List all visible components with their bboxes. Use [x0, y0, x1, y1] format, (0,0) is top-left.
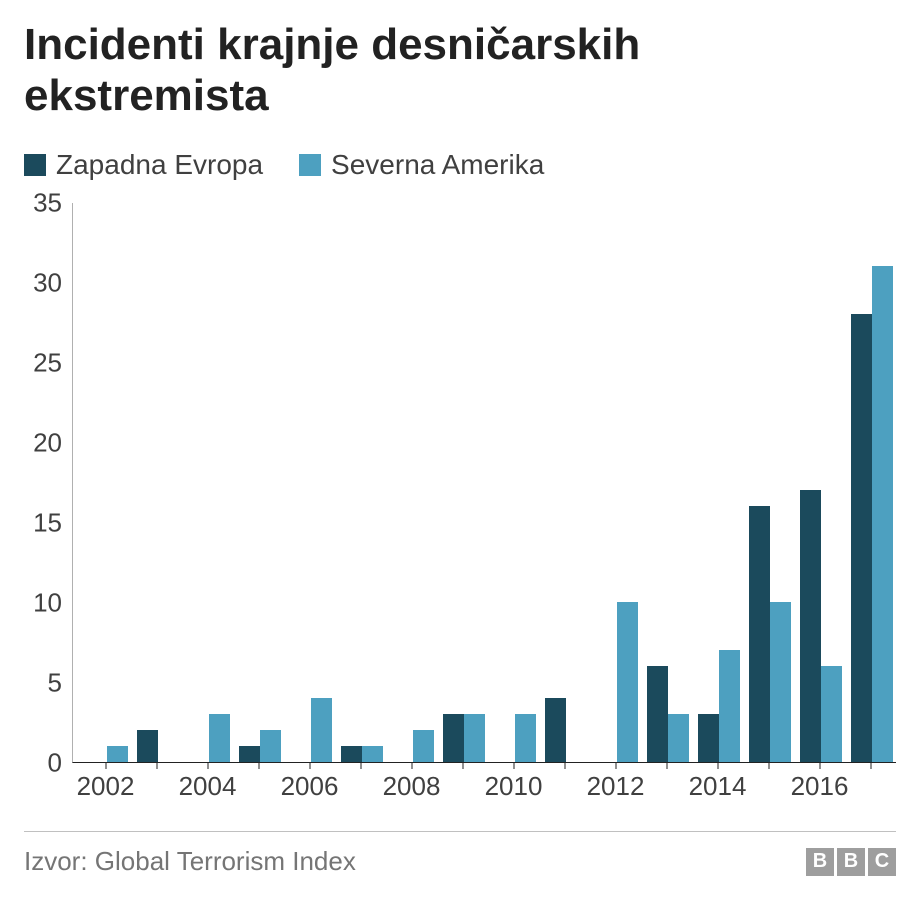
chart-title: Incidenti krajnje desničarskih ekstremis…	[24, 20, 896, 121]
bar	[545, 698, 566, 762]
source-text: Izvor: Global Terrorism Index	[24, 846, 356, 877]
x-tick-mark	[156, 763, 157, 769]
y-tick-label: 30	[24, 268, 62, 299]
x-tick-mark	[768, 763, 769, 769]
bar	[260, 730, 281, 762]
bar	[647, 666, 668, 762]
x-tick-mark	[309, 763, 310, 769]
x-tick-label: 2010	[485, 771, 543, 802]
legend-item: Zapadna Evropa	[24, 149, 263, 181]
x-tick-mark	[462, 763, 463, 769]
x-tick-label: 2008	[383, 771, 441, 802]
x-tick-mark	[411, 763, 412, 769]
x-tick-mark	[513, 763, 514, 769]
y-tick-label: 35	[24, 188, 62, 219]
x-tick-mark	[819, 763, 820, 769]
bar	[464, 714, 485, 762]
x-tick-mark	[870, 763, 871, 769]
bar	[137, 730, 158, 762]
legend-swatch-0	[24, 154, 46, 176]
x-tick-label: 2016	[791, 771, 849, 802]
bbc-logo-letter: C	[868, 848, 896, 876]
legend-label-1: Severna Amerika	[331, 149, 544, 181]
y-tick-label: 0	[24, 748, 62, 779]
bar	[749, 506, 770, 762]
legend: Zapadna Evropa Severna Amerika	[24, 149, 896, 181]
bar	[443, 714, 464, 762]
x-tick-label: 2012	[587, 771, 645, 802]
bar	[668, 714, 689, 762]
bar	[341, 746, 362, 762]
x-tick-mark	[360, 763, 361, 769]
bar	[770, 602, 791, 762]
legend-swatch-1	[299, 154, 321, 176]
x-tick-mark	[105, 763, 106, 769]
bar	[872, 266, 893, 762]
legend-item: Severna Amerika	[299, 149, 544, 181]
y-tick-label: 5	[24, 668, 62, 699]
y-tick-label: 10	[24, 588, 62, 619]
y-tick-label: 20	[24, 428, 62, 459]
bbc-logo: B B C	[806, 848, 896, 876]
plot-area	[72, 203, 896, 763]
bar	[107, 746, 128, 762]
bar	[617, 602, 638, 762]
x-tick-mark	[717, 763, 718, 769]
footer: Izvor: Global Terrorism Index B B C	[24, 831, 896, 877]
bar	[515, 714, 536, 762]
bar	[851, 314, 872, 762]
x-tick-mark	[666, 763, 667, 769]
x-tick-label: 2006	[281, 771, 339, 802]
x-tick-mark	[258, 763, 259, 769]
x-axis: 2002 2004 2006 2008 2010 2012 2014 2016	[72, 763, 896, 803]
bar	[800, 490, 821, 762]
x-tick-mark	[564, 763, 565, 769]
y-axis: 05101520253035	[24, 203, 68, 763]
x-tick-label: 2002	[77, 771, 135, 802]
x-tick-label: 2004	[179, 771, 237, 802]
x-tick-label: 2014	[689, 771, 747, 802]
bbc-logo-letter: B	[837, 848, 865, 876]
bar	[719, 650, 740, 762]
bars-container	[73, 203, 896, 762]
y-tick-label: 15	[24, 508, 62, 539]
bar	[821, 666, 842, 762]
bar	[311, 698, 332, 762]
legend-label-0: Zapadna Evropa	[56, 149, 263, 181]
x-tick-mark	[615, 763, 616, 769]
bar	[239, 746, 260, 762]
chart: 05101520253035 2002200420062008201020122…	[24, 203, 896, 803]
bar	[209, 714, 230, 762]
bbc-logo-letter: B	[806, 848, 834, 876]
bar	[413, 730, 434, 762]
bar	[698, 714, 719, 762]
bar	[362, 746, 383, 762]
x-tick-mark	[207, 763, 208, 769]
y-tick-label: 25	[24, 348, 62, 379]
